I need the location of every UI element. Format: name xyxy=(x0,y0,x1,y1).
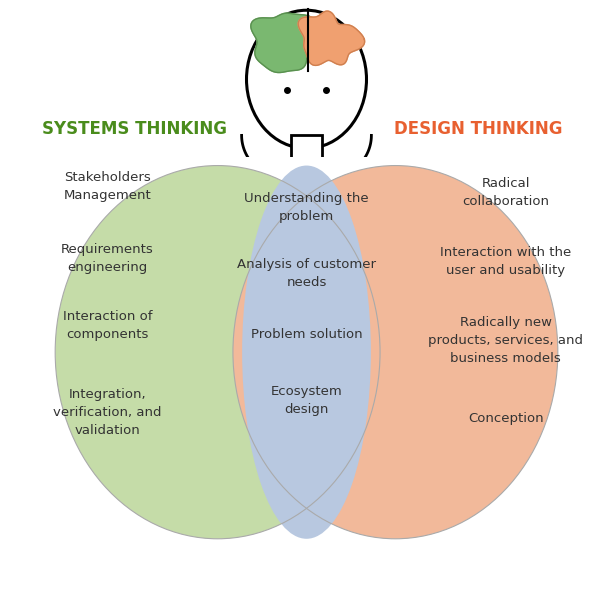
Polygon shape xyxy=(298,11,365,66)
Text: Problem solution: Problem solution xyxy=(251,327,362,341)
Text: Requirements
engineering: Requirements engineering xyxy=(61,243,154,275)
Text: Stakeholders
Management: Stakeholders Management xyxy=(63,171,151,202)
Ellipse shape xyxy=(242,166,371,539)
Text: Conception: Conception xyxy=(468,412,544,425)
Ellipse shape xyxy=(55,166,380,539)
Ellipse shape xyxy=(246,10,367,149)
Text: DESIGN THINKING: DESIGN THINKING xyxy=(394,120,562,138)
Text: Understanding the
problem: Understanding the problem xyxy=(244,192,369,223)
Text: Integration,
verification, and
validation: Integration, verification, and validatio… xyxy=(53,388,161,437)
Text: Radical
collaboration: Radical collaboration xyxy=(462,177,549,208)
FancyBboxPatch shape xyxy=(291,135,322,158)
Polygon shape xyxy=(251,13,329,72)
Text: Interaction of
components: Interaction of components xyxy=(63,309,152,341)
Text: Radically new
products, services, and
business models: Radically new products, services, and bu… xyxy=(428,315,583,365)
Text: SYSTEMS THINKING: SYSTEMS THINKING xyxy=(42,120,227,138)
Text: Ecosystem
design: Ecosystem design xyxy=(270,385,343,416)
Ellipse shape xyxy=(233,166,558,539)
Text: Interaction with the
user and usability: Interaction with the user and usability xyxy=(440,246,571,278)
Text: Analysis of customer
needs: Analysis of customer needs xyxy=(237,258,376,290)
